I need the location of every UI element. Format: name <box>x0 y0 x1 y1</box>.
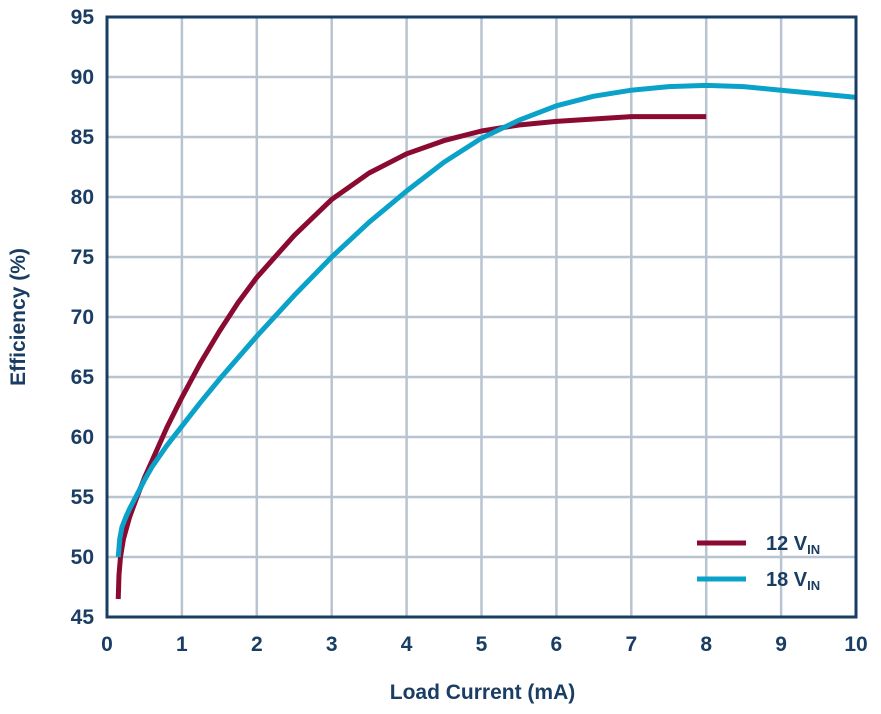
series-line-1 <box>115 114 707 600</box>
x-tick-label: 9 <box>775 633 787 656</box>
legend-label-1: 12 VIN <box>766 533 820 557</box>
x-tick-label: 1 <box>176 633 188 656</box>
y-tick-label: 90 <box>71 66 94 89</box>
x-tick-label: 10 <box>844 633 867 656</box>
y-axis-title: Efficiency (%) <box>7 248 30 386</box>
x-tick-label: 4 <box>401 633 413 656</box>
x-tick-label: 0 <box>101 633 113 656</box>
y-tick-label: 65 <box>71 366 95 389</box>
y-tick-label: 80 <box>71 186 94 209</box>
y-tick-label: 85 <box>71 126 95 149</box>
y-tick-label: 75 <box>71 246 95 269</box>
x-tick-label: 7 <box>625 633 637 656</box>
x-tick-label: 2 <box>251 633 263 656</box>
y-tick-label: 50 <box>71 546 94 569</box>
x-tick-label: 6 <box>551 633 563 656</box>
x-tick-label: 8 <box>700 633 712 656</box>
legend: 12 VIN 18 VIN <box>697 533 820 593</box>
grid <box>107 17 856 617</box>
y-tick-label: 55 <box>71 486 95 509</box>
series-lines <box>115 82 857 600</box>
plot-frame <box>105 15 858 619</box>
y-tick-label: 60 <box>71 426 94 449</box>
y-tick-label: 95 <box>71 6 95 29</box>
legend-label-2: 18 VIN <box>766 569 820 593</box>
series-line-2 <box>115 82 857 558</box>
x-axis-title: Load Current (mA) <box>390 681 576 704</box>
x-tick-label: 5 <box>476 633 488 656</box>
y-tick-label: 70 <box>71 306 94 329</box>
y-tick-label: 45 <box>71 606 95 629</box>
x-tick-label: 3 <box>326 633 338 656</box>
